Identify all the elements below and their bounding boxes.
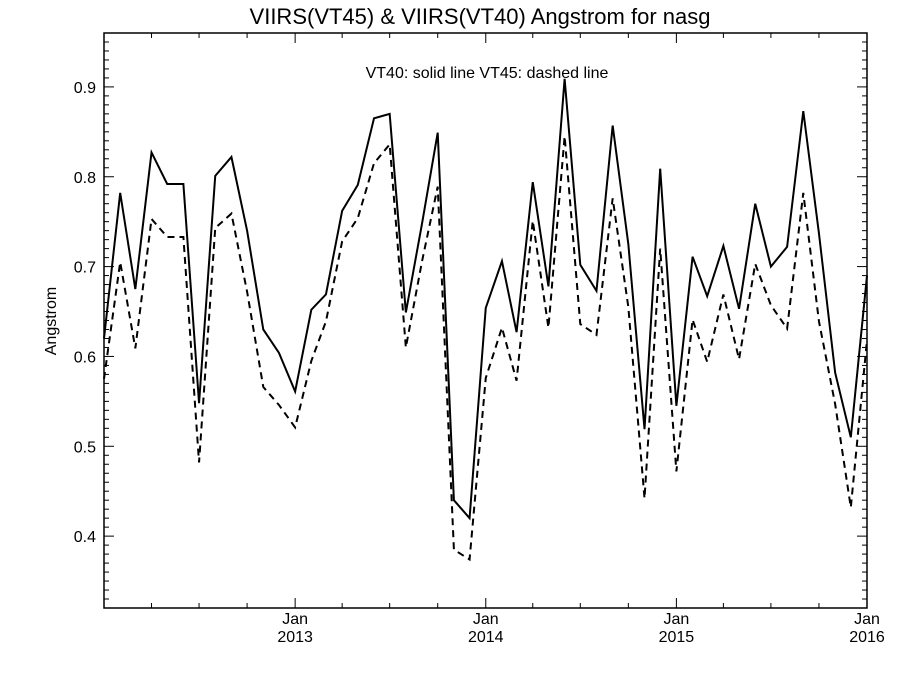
- series-line-vt45: [103, 136, 868, 562]
- series-line-vt40: [103, 78, 868, 521]
- chart-title: VIIRS(VT45) & VIIRS(VT40) Angstrom for n…: [250, 4, 711, 29]
- data-series: [103, 78, 868, 562]
- x-tick-month-label: Jan: [663, 611, 689, 628]
- x-tick-month-label: Jan: [854, 611, 880, 628]
- line-style-annotation: VT40: solid line VT45: dashed line: [366, 65, 609, 82]
- x-tick-month-label: Jan: [473, 611, 499, 628]
- y-tick-label: 0.5: [74, 439, 96, 456]
- y-tick-label: 0.4: [74, 529, 96, 546]
- x-tick-month-label: Jan: [282, 611, 308, 628]
- y-axis-label: Angstrom: [43, 287, 60, 355]
- y-tick-label: 0.9: [74, 80, 96, 97]
- y-tick-label: 0.8: [74, 170, 96, 187]
- y-tick-label: 0.6: [74, 349, 96, 366]
- tick-labels: 0.40.50.60.70.80.9Jan2013Jan2014Jan2015J…: [74, 80, 885, 646]
- y-tick-label: 0.7: [74, 260, 96, 277]
- x-tick-year-label: 2014: [468, 629, 504, 646]
- x-tick-year-label: 2015: [659, 629, 695, 646]
- x-tick-year-label: 2016: [849, 629, 885, 646]
- x-tick-year-label: 2013: [277, 629, 313, 646]
